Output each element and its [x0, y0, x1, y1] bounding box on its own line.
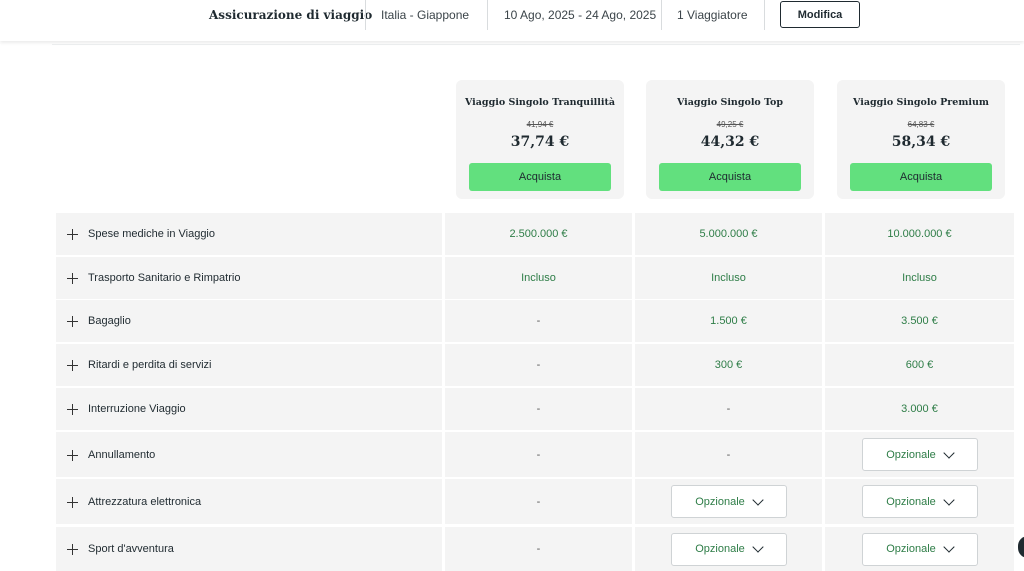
coverage-label: Bagaglio	[88, 315, 131, 327]
chevron-down-icon	[752, 541, 764, 553]
divider	[661, 0, 662, 30]
divider	[52, 44, 1020, 45]
optional-dropdown[interactable]: Opzionale	[670, 532, 787, 566]
plan-name: Viaggio Singolo Premium	[853, 97, 989, 108]
dropdown-label: Opzionale	[886, 543, 936, 555]
plan-card-top: Viaggio Singolo Top 49,25 € 44,32 € Acqu…	[646, 80, 814, 199]
expand-plus-icon[interactable]	[67, 449, 78, 461]
coverage-value: 5.000.000 €	[635, 213, 822, 255]
expand-plus-icon[interactable]	[67, 404, 78, 415]
travelers-text: 1 Viaggiatore	[677, 8, 748, 22]
coverage-value: 3.500 €	[825, 300, 1014, 342]
buy-button-tranquillita[interactable]: Acquista	[469, 163, 611, 191]
plan-old-price: 41,94 €	[526, 120, 554, 129]
expand-plus-icon[interactable]	[67, 544, 78, 555]
expand-plus-icon[interactable]	[67, 360, 78, 371]
route-text: Italia - Giappone	[381, 8, 470, 22]
coverage-value: 1.500 €	[635, 300, 822, 342]
coverage-label-cell: Trasporto Sanitario e Rimpatrio	[56, 257, 442, 299]
coverage-value: Incluso	[635, 257, 822, 299]
coverage-label: Interruzione Viaggio	[88, 403, 186, 415]
expand-plus-icon[interactable]	[67, 229, 78, 240]
coverage-label-cell: Bagaglio	[56, 300, 442, 342]
coverage-value: -	[445, 388, 632, 430]
optional-dropdown[interactable]: Opzionale	[861, 438, 978, 471]
coverage-row-interruption: Interruzione Viaggio - - 3.000 €	[56, 388, 1014, 430]
plan-price: 58,34 €	[891, 134, 951, 150]
coverage-value: Incluso	[445, 257, 632, 299]
coverage-value: -	[445, 432, 632, 477]
coverage-label-cell: Interruzione Viaggio	[56, 388, 442, 430]
coverage-row-baggage: Bagaglio - 1.500 € 3.500 €	[56, 300, 1014, 342]
coverage-value: Incluso	[825, 257, 1014, 299]
plan-name: Viaggio Singolo Top	[676, 97, 784, 108]
coverage-value: 10.000.000 €	[825, 213, 1014, 255]
modify-button[interactable]: Modifica	[780, 1, 860, 28]
coverage-label: Annullamento	[88, 448, 156, 461]
optional-dropdown[interactable]: Opzionale	[670, 485, 787, 518]
chevron-down-icon	[752, 493, 764, 506]
plan-price: 37,74 €	[510, 134, 570, 150]
divider	[365, 0, 366, 30]
plan-price: 44,32 €	[700, 134, 760, 150]
coverage-row-delays: Ritardi e perdita di servizi - 300 € 600…	[56, 344, 1014, 386]
optional-dropdown[interactable]: Opzionale	[861, 532, 978, 566]
buy-button-premium[interactable]: Acquista	[850, 163, 992, 191]
coverage-value: -	[445, 527, 632, 571]
coverage-label-cell: Sport d'avventura	[56, 527, 442, 571]
expand-plus-icon[interactable]	[67, 273, 78, 284]
coverage-label: Ritardi e perdita di servizi	[88, 359, 212, 371]
coverage-option-cell: Opzionale	[635, 479, 822, 524]
coverage-label-cell: Attrezzatura elettronica	[56, 479, 442, 524]
page-title: Assicurazione di viaggio	[209, 8, 373, 22]
coverage-option-cell: Opzionale	[825, 527, 1014, 571]
buy-button-top[interactable]: Acquista	[659, 163, 801, 191]
coverage-option-cell: Opzionale	[825, 479, 1014, 524]
chevron-down-icon	[943, 446, 955, 459]
coverage-value: -	[635, 432, 822, 477]
coverage-value: -	[635, 388, 822, 430]
coverage-label-cell: Ritardi e perdita di servizi	[56, 344, 442, 386]
expand-plus-icon[interactable]	[67, 316, 78, 327]
coverage-value: 3.000 €	[825, 388, 1014, 430]
plan-old-price: 49,25 €	[716, 120, 744, 129]
dates-text: 10 Ago, 2025 - 24 Ago, 2025	[504, 8, 657, 22]
coverage-row-adventure-sports: Sport d'avventura - Opzionale Opzionale	[56, 527, 1014, 571]
coverage-label-cell: Spese mediche in Viaggio	[56, 213, 442, 255]
expand-plus-icon[interactable]	[67, 496, 78, 508]
coverage-label: Attrezzatura elettronica	[88, 495, 202, 508]
plan-card-premium: Viaggio Singolo Premium 64,83 € 58,34 € …	[837, 80, 1005, 199]
coverage-label-cell: Annullamento	[56, 432, 442, 477]
coverage-value: -	[445, 344, 632, 386]
coverage-row-cancellation: Annullamento - - Opzionale	[56, 432, 1014, 477]
trip-summary-bar: Assicurazione di viaggio Italia - Giappo…	[0, 0, 1024, 41]
dropdown-label: Opzionale	[695, 543, 745, 555]
chat-widget-button[interactable]	[1018, 536, 1024, 558]
dropdown-label: Opzionale	[886, 495, 936, 508]
coverage-row-medical: Spese mediche in Viaggio 2.500.000 € 5.0…	[56, 213, 1014, 255]
coverage-value: -	[445, 479, 632, 524]
plan-card-tranquillita: Viaggio Singolo Tranquillità 41,94 € 37,…	[456, 80, 624, 199]
coverage-row-electronics: Attrezzatura elettronica - Opzionale Opz…	[56, 479, 1014, 524]
optional-dropdown[interactable]: Opzionale	[861, 485, 978, 518]
divider	[764, 0, 765, 30]
chevron-down-icon	[943, 493, 955, 506]
dropdown-label: Opzionale	[886, 448, 936, 461]
coverage-label: Spese mediche in Viaggio	[88, 228, 215, 240]
coverage-value: 300 €	[635, 344, 822, 386]
coverage-option-cell: Opzionale	[825, 432, 1014, 477]
coverage-value: 2.500.000 €	[445, 213, 632, 255]
coverage-value: -	[445, 300, 632, 342]
coverage-value: 600 €	[825, 344, 1014, 386]
chevron-down-icon	[943, 541, 955, 553]
coverage-label: Sport d'avventura	[88, 543, 174, 555]
coverage-label: Trasporto Sanitario e Rimpatrio	[88, 272, 241, 284]
coverage-option-cell: Opzionale	[635, 527, 822, 571]
plan-name: Viaggio Singolo Tranquillità	[464, 97, 616, 108]
coverage-row-transport: Trasporto Sanitario e Rimpatrio Incluso …	[56, 257, 1014, 299]
plan-old-price: 64,83 €	[907, 120, 935, 129]
divider	[487, 0, 488, 30]
dropdown-label: Opzionale	[695, 495, 745, 508]
